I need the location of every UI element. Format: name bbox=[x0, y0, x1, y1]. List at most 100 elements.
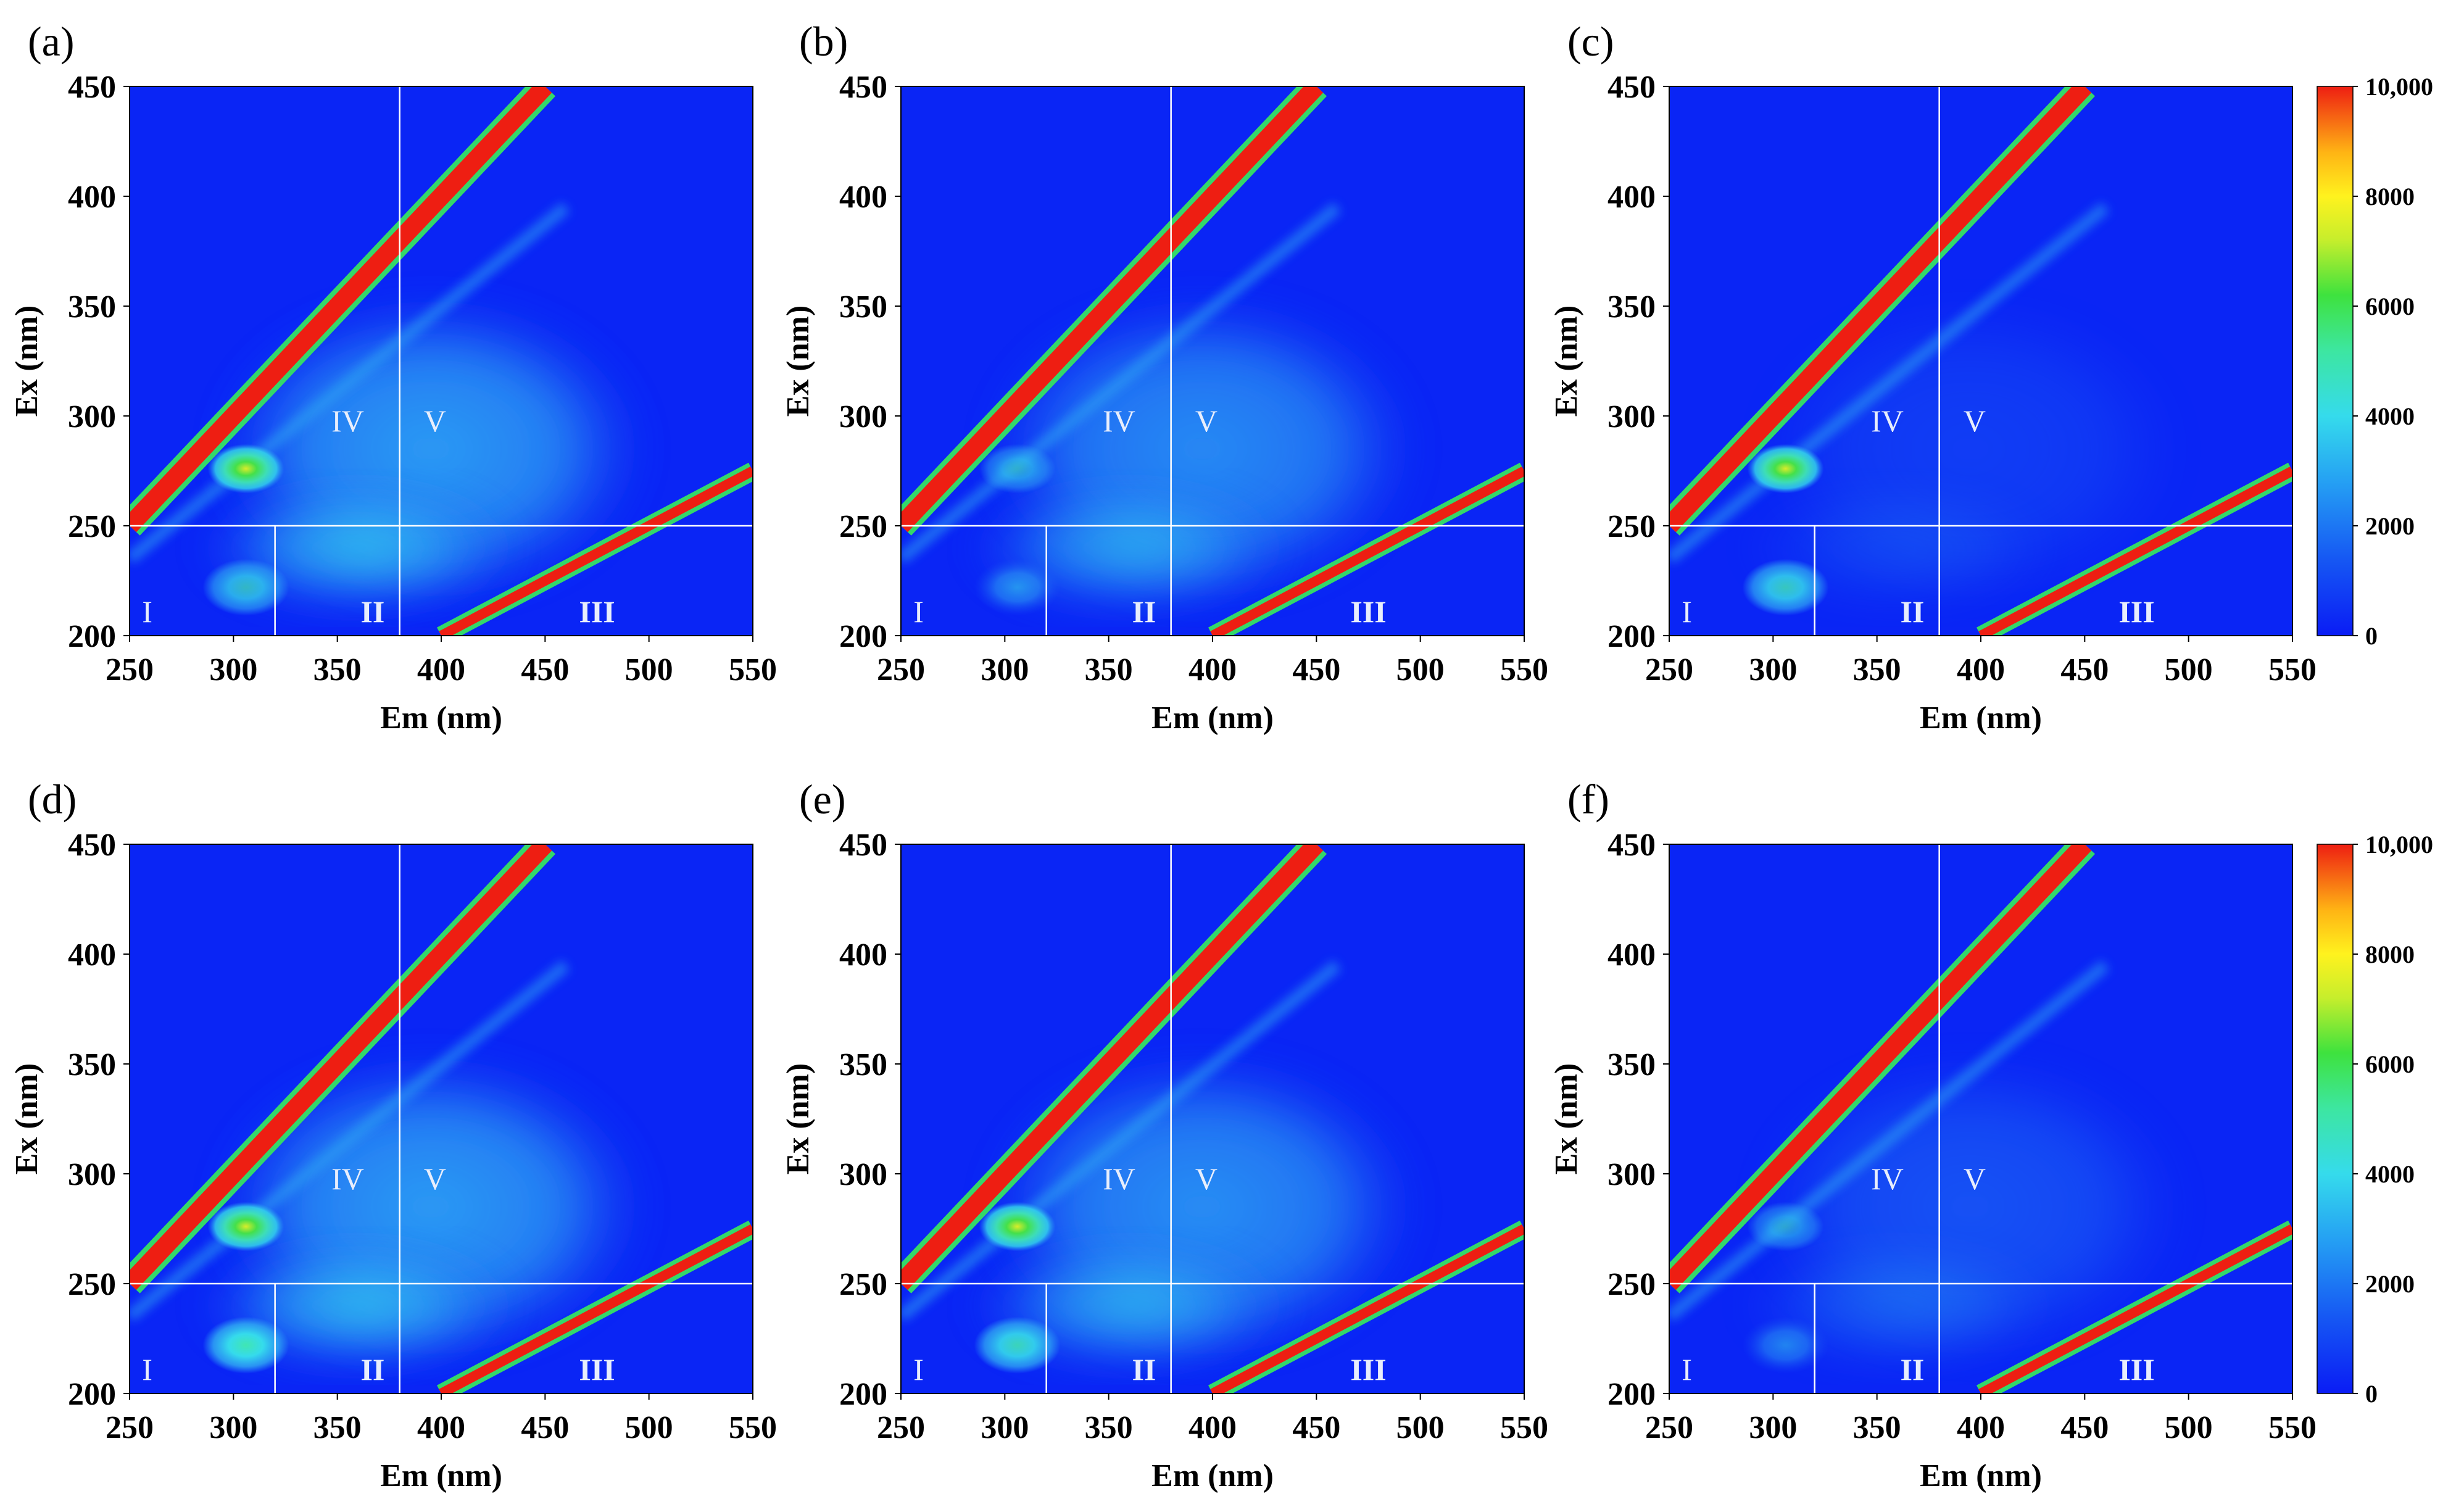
region-label-III: III bbox=[579, 594, 615, 629]
y-tick-label: 300 bbox=[68, 399, 116, 434]
faint-diagonal-band bbox=[901, 202, 1342, 564]
region-label-V: V bbox=[424, 1161, 446, 1196]
colorbar-tick-label: 4000 bbox=[2365, 402, 2415, 430]
x-tick-label: 250 bbox=[877, 1410, 925, 1445]
protein-peak-tyrosine bbox=[979, 1202, 1056, 1252]
x-axis-label: Em (nm) bbox=[1151, 1458, 1274, 1493]
region-label-I: I bbox=[913, 594, 924, 629]
protein-peak-lower bbox=[974, 559, 1061, 616]
x-tick-label: 300 bbox=[1749, 1410, 1797, 1445]
x-tick-label: 350 bbox=[313, 652, 362, 687]
x-tick-label: 250 bbox=[877, 652, 925, 687]
region-label-V: V bbox=[1964, 404, 1986, 438]
colorbar-tick-label: 8000 bbox=[2365, 941, 2415, 968]
region-label-IV: IV bbox=[1871, 1161, 1904, 1196]
y-tick-label: 350 bbox=[1607, 289, 1656, 325]
x-tick-label: 250 bbox=[1645, 652, 1693, 687]
region-label-I: I bbox=[1682, 1352, 1692, 1387]
colorbar-tick-label: 8000 bbox=[2365, 183, 2415, 210]
x-tick-label: 400 bbox=[417, 652, 465, 687]
y-axis-label: Ex (nm) bbox=[781, 305, 816, 417]
protein-peak-lower bbox=[974, 1316, 1061, 1374]
y-axis-label: Ex (nm) bbox=[781, 1063, 816, 1175]
faint-diagonal-band bbox=[1669, 202, 2110, 564]
rayleigh-scatter-line bbox=[1669, 844, 2092, 1290]
protein-peak-tyrosine bbox=[1747, 1202, 1824, 1252]
second-order-scatter-line bbox=[1978, 466, 2292, 636]
plot-area bbox=[901, 844, 1524, 1394]
x-tick-label: 350 bbox=[313, 1410, 362, 1445]
second-order-scatter-line bbox=[1978, 1224, 2292, 1394]
y-tick-label: 250 bbox=[839, 1267, 887, 1302]
region-label-IV: IV bbox=[331, 1161, 364, 1196]
plot-area bbox=[130, 844, 753, 1394]
faint-diagonal-band bbox=[130, 202, 570, 564]
plot-area bbox=[130, 86, 753, 636]
second-order-scatter-line bbox=[439, 466, 753, 636]
y-tick-label: 400 bbox=[68, 937, 116, 973]
region-label-III: III bbox=[2118, 594, 2154, 629]
x-tick-label: 450 bbox=[2060, 652, 2109, 687]
region-label-III: III bbox=[1350, 1352, 1386, 1387]
colorbars-layer: 10,000 8000 6000 4000 2000 0 10,000 8000 6000 400… bbox=[2317, 73, 2433, 1408]
colorbar: 10,000 8000 6000 4000 2000 0 bbox=[2317, 73, 2433, 650]
region-label-II: II bbox=[360, 1352, 384, 1387]
colorbar: 10,000 8000 6000 4000 2000 0 bbox=[2317, 831, 2433, 1408]
protein-peak-lower bbox=[202, 1316, 289, 1374]
x-tick-label: 450 bbox=[1292, 1410, 1340, 1445]
y-axis-label: Ex (nm) bbox=[9, 1063, 44, 1175]
colorbar-tick-label: 2000 bbox=[2365, 1270, 2415, 1298]
second-order-scatter-line bbox=[1210, 1224, 1524, 1394]
x-tick-label: 350 bbox=[1853, 652, 1901, 687]
x-tick-label: 550 bbox=[2268, 652, 2317, 687]
plot-area bbox=[901, 86, 1524, 636]
x-tick-label: 250 bbox=[106, 652, 154, 687]
x-tick-label: 300 bbox=[209, 652, 257, 687]
panel-label: (e) bbox=[799, 776, 845, 823]
y-tick-label: 200 bbox=[839, 1377, 887, 1412]
y-tick-label: 300 bbox=[1607, 1157, 1656, 1192]
protein-peak-lower bbox=[1742, 559, 1829, 616]
rayleigh-scatter-line bbox=[1669, 86, 2092, 533]
region-label-V: V bbox=[1195, 404, 1217, 438]
region-label-I: I bbox=[142, 594, 152, 629]
second-order-scatter-line bbox=[1210, 466, 1524, 636]
region-label-IV: IV bbox=[1103, 1161, 1135, 1196]
panel-label: (c) bbox=[1567, 18, 1614, 65]
x-tick-label: 350 bbox=[1853, 1410, 1901, 1445]
colorbar-tick-label: 2000 bbox=[2365, 512, 2415, 540]
rayleigh-scatter-line bbox=[130, 844, 552, 1290]
rayleigh-scatter-line bbox=[901, 844, 1324, 1290]
y-tick-label: 450 bbox=[839, 70, 887, 105]
x-tick-label: 400 bbox=[1188, 1410, 1237, 1445]
x-tick-label: 550 bbox=[1500, 1410, 1548, 1445]
colorbar-gradient bbox=[2317, 86, 2354, 636]
rayleigh-scatter-line bbox=[901, 86, 1324, 533]
panel-label: (f) bbox=[1567, 776, 1609, 823]
colorbar-tick-label: 0 bbox=[2365, 1380, 2378, 1408]
x-axis-label: Em (nm) bbox=[380, 700, 502, 736]
faint-diagonal-band bbox=[1669, 960, 2110, 1322]
second-order-scatter-line bbox=[439, 1224, 753, 1394]
protein-peak-tyrosine bbox=[207, 1202, 284, 1252]
y-tick-label: 250 bbox=[68, 509, 116, 544]
y-tick-label: 400 bbox=[1607, 937, 1656, 973]
y-tick-label: 250 bbox=[839, 509, 887, 544]
x-tick-label: 550 bbox=[729, 1410, 777, 1445]
y-tick-label: 450 bbox=[68, 828, 116, 863]
x-axis-label: Em (nm) bbox=[1920, 1458, 2042, 1493]
y-tick-label: 450 bbox=[839, 828, 887, 863]
x-tick-label: 500 bbox=[2165, 1410, 2213, 1445]
y-tick-label: 300 bbox=[1607, 399, 1656, 434]
panel-label: (d) bbox=[28, 776, 77, 823]
x-tick-label: 500 bbox=[1396, 652, 1445, 687]
region-label-I: I bbox=[1682, 594, 1692, 629]
x-tick-label: 400 bbox=[417, 1410, 465, 1445]
y-tick-label: 400 bbox=[839, 180, 887, 215]
region-label-IV: IV bbox=[1103, 404, 1135, 438]
